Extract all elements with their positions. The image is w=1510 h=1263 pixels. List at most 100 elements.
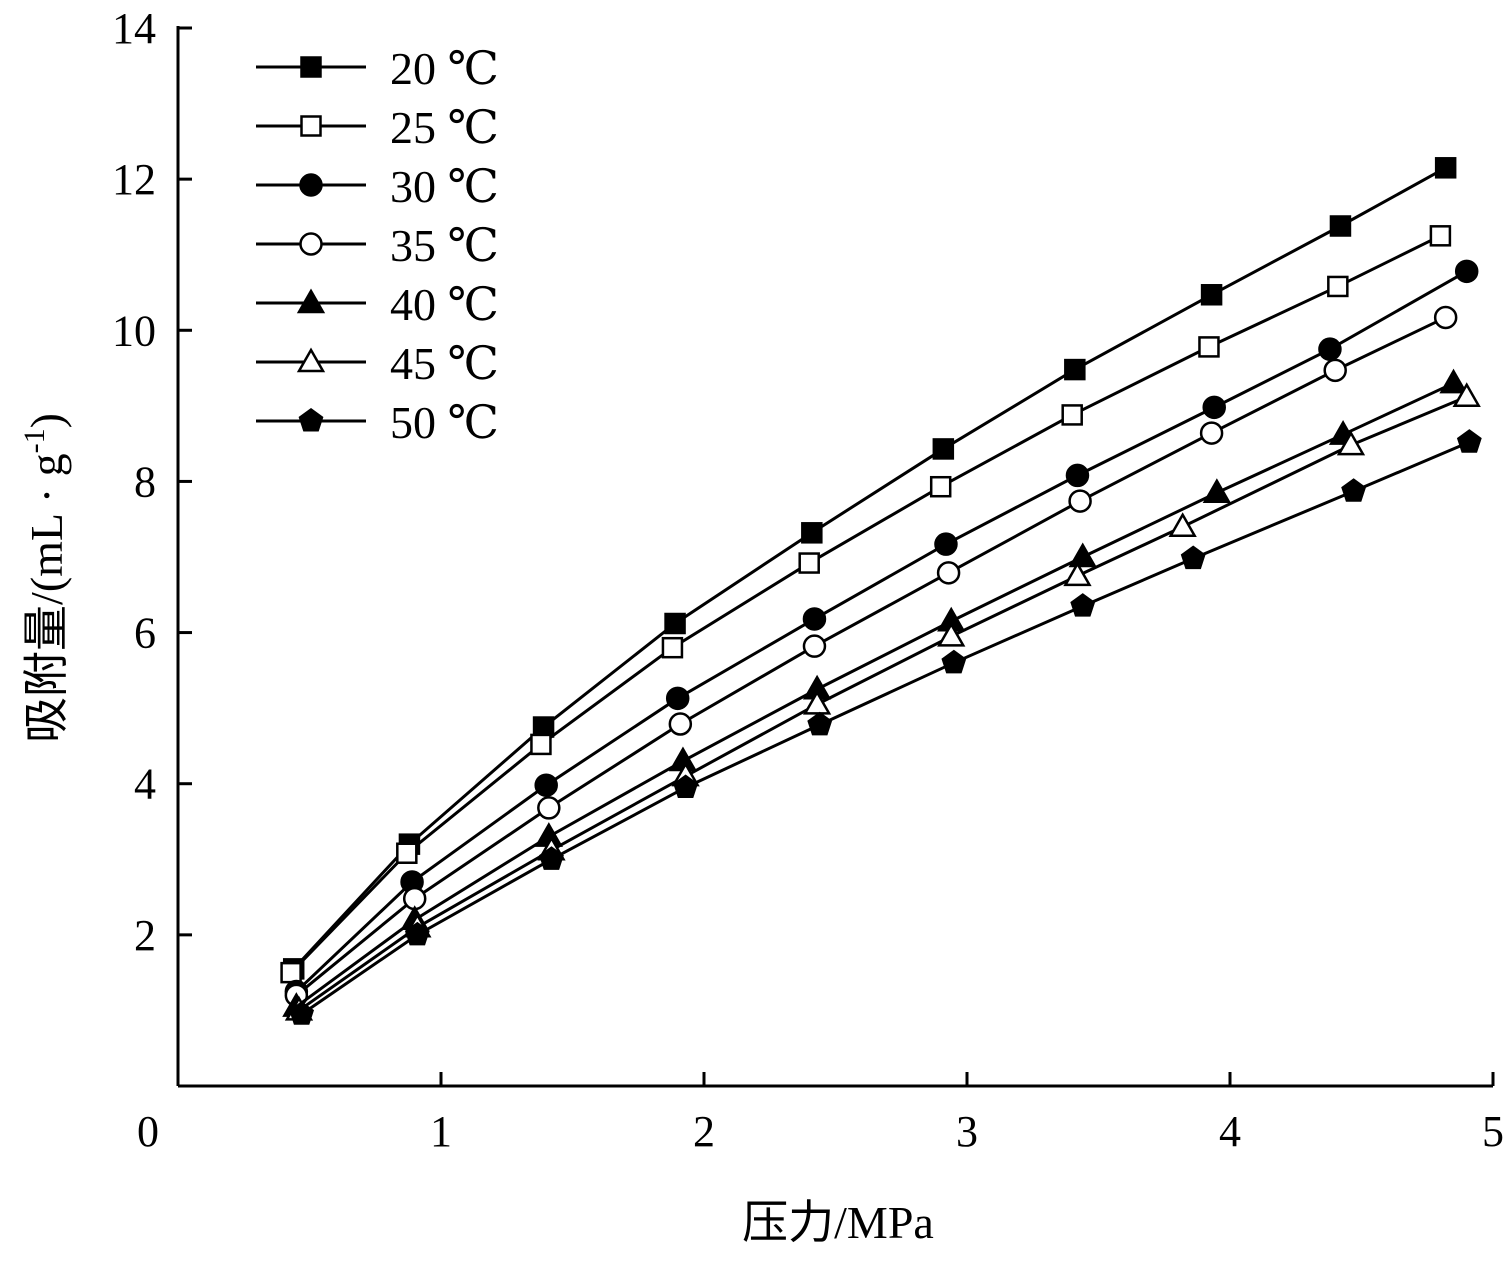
x-tick-label: 1: [430, 1107, 452, 1156]
data-point: [661, 636, 684, 659]
data-point: [1456, 429, 1482, 453]
legend-marker: [296, 347, 326, 373]
y-axis-title-superscript: -1: [18, 428, 51, 453]
legend: 20 ℃ 25 ℃ 30 ℃ 35 ℃ 40 ℃ 45 ℃ 50 ℃: [256, 43, 499, 448]
data-point: [396, 842, 418, 864]
data-point: [668, 712, 693, 736]
legend-label: 50 ℃: [390, 397, 499, 448]
series-0: [282, 157, 1457, 980]
legend-item: 45 ℃: [256, 338, 499, 389]
x-axis-title: 压力/MPa: [742, 1197, 934, 1248]
data-point: [1329, 215, 1352, 237]
series-line: [298, 395, 1468, 1012]
data-point: [1318, 337, 1342, 361]
x-tick-label: 0: [137, 1107, 159, 1156]
data-point: [1068, 542, 1097, 568]
legend-item: 50 ℃: [256, 397, 499, 448]
data-point: [1327, 275, 1349, 298]
data-point: [539, 846, 564, 870]
x-tick-label: 2: [693, 1107, 715, 1156]
data-point: [929, 475, 952, 498]
data-point: [1198, 336, 1220, 358]
x-tick-label: 4: [1219, 1107, 1241, 1156]
data-point: [1323, 358, 1347, 383]
data-point: [664, 612, 686, 635]
x-tick-label: 3: [956, 1107, 978, 1156]
data-point: [801, 522, 823, 544]
legend-item: 20 ℃: [256, 43, 499, 94]
series-line: [300, 440, 1470, 1016]
data-point: [807, 711, 833, 736]
series-4: [282, 368, 1468, 1017]
legend-item: 30 ℃: [256, 161, 499, 212]
data-point: [673, 774, 698, 799]
legend-item: 40 ℃: [256, 279, 499, 330]
series-2: [284, 259, 1479, 1004]
data-point: [1336, 430, 1366, 456]
data-point: [1065, 463, 1090, 488]
y-tick-label: 4: [134, 760, 156, 809]
data-point: [802, 689, 832, 715]
data-point: [941, 649, 967, 674]
legend-label: 30 ℃: [390, 161, 499, 212]
data-point: [530, 733, 552, 756]
data-point: [1439, 368, 1468, 394]
data-point: [1061, 404, 1083, 426]
series-layer: [280, 157, 1482, 1025]
y-tick-label: 2: [134, 911, 156, 960]
legend-item: 25 ℃: [256, 102, 499, 153]
data-point: [932, 438, 955, 460]
data-point: [534, 773, 558, 797]
legend-marker: [299, 173, 323, 197]
series-line: [290, 234, 1442, 974]
data-point: [934, 532, 958, 556]
legend-label: 20 ℃: [390, 43, 499, 94]
data-point: [404, 921, 430, 946]
legend-marker: [298, 407, 324, 432]
data-point: [1452, 382, 1481, 408]
y-axis-title-close: ): [21, 413, 72, 428]
legend-label: 25 ℃: [390, 102, 499, 153]
data-point: [1434, 157, 1457, 179]
legend-label: 45 ℃: [390, 338, 499, 389]
series-line: [295, 316, 1447, 997]
series-1: [280, 225, 1452, 984]
legend-item: 35 ℃: [256, 220, 499, 271]
legend-label: 35 ℃: [390, 220, 499, 271]
data-point: [1433, 305, 1458, 330]
series-line: [292, 166, 1447, 970]
series-line: [295, 381, 1455, 1008]
data-point: [1429, 225, 1452, 247]
series-3: [284, 305, 1458, 1008]
y-tick-label: 14: [112, 4, 156, 53]
data-point: [280, 961, 302, 984]
legend-marker: [300, 115, 322, 137]
legend-marker: [300, 56, 322, 78]
data-point: [802, 607, 827, 631]
data-point: [1454, 259, 1479, 284]
data-point: [1202, 395, 1226, 420]
data-point: [1341, 478, 1367, 502]
data-point: [1200, 284, 1223, 306]
y-axis-title: 吸附量/(mL · g-1): [18, 413, 72, 743]
y-tick-label: 6: [134, 609, 156, 658]
data-point: [289, 1001, 315, 1025]
legend-label: 40 ℃: [390, 279, 499, 330]
data-point: [1180, 545, 1206, 570]
series-line: [295, 270, 1468, 993]
data-point: [802, 634, 827, 658]
data-point: [1202, 478, 1232, 504]
legend-marker: [299, 232, 323, 256]
y-axis-title-main: 吸附量/(mL · g: [21, 453, 72, 743]
data-point: [665, 686, 690, 711]
y-tick-label: 10: [112, 306, 156, 355]
data-point: [936, 561, 961, 585]
data-point: [1063, 561, 1092, 587]
series-5: [284, 382, 1481, 1021]
y-tick-label: 12: [112, 155, 156, 204]
legend-marker: [296, 288, 326, 314]
data-point: [937, 621, 966, 647]
